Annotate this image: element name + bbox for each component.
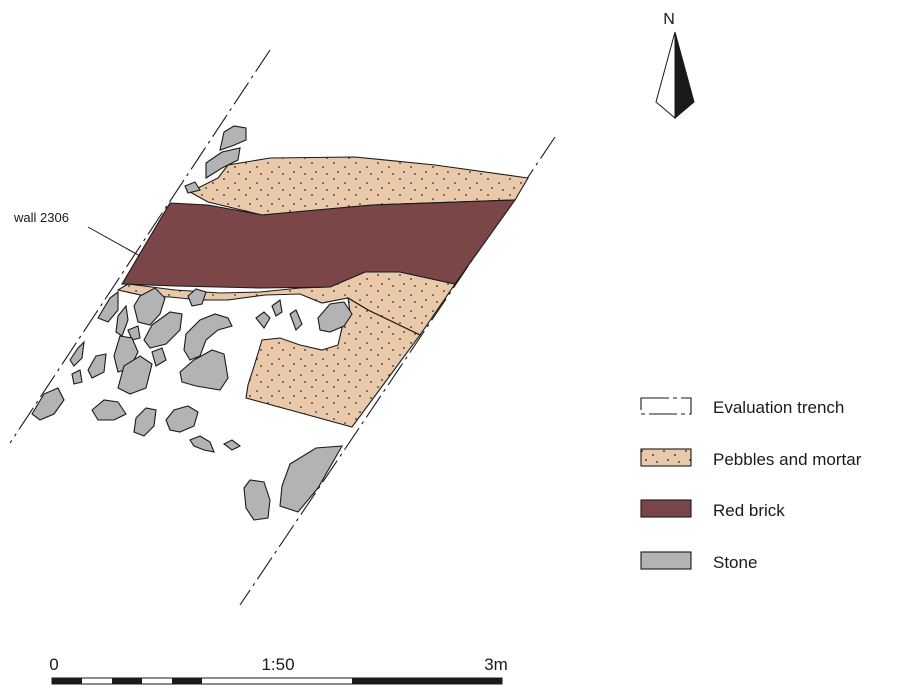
legend-item-evaluation-trench: Evaluation trench bbox=[640, 397, 844, 417]
wall-label-leader bbox=[87, 226, 141, 257]
legend-swatch-brick bbox=[640, 499, 692, 518]
stone bbox=[205, 147, 241, 179]
stone bbox=[97, 290, 119, 323]
stone bbox=[222, 439, 242, 451]
legend-label: Evaluation trench bbox=[713, 398, 844, 417]
wall-label: wall 2306 bbox=[13, 210, 141, 257]
red-brick-wall-2306 bbox=[121, 199, 517, 289]
stone bbox=[151, 347, 167, 367]
stone bbox=[289, 309, 303, 331]
stone bbox=[279, 445, 343, 513]
legend-item-stone: Stone bbox=[640, 551, 757, 572]
evaluation-trench-edges bbox=[9, 49, 556, 606]
stone bbox=[71, 369, 83, 385]
stones bbox=[31, 125, 353, 521]
north-label: N bbox=[663, 11, 675, 28]
stone bbox=[69, 340, 85, 367]
stone bbox=[219, 125, 247, 151]
north-arrow: N bbox=[655, 11, 695, 120]
scale-ratio-label: 1:50 bbox=[261, 655, 294, 674]
legend-swatch-trench bbox=[640, 397, 692, 415]
scale-end-label: 3m bbox=[484, 655, 508, 674]
stone bbox=[165, 405, 199, 433]
legend-label: Red brick bbox=[713, 501, 785, 520]
stone bbox=[143, 311, 183, 349]
stone bbox=[183, 313, 233, 361]
stone bbox=[187, 288, 207, 307]
north-arrow-icon bbox=[655, 31, 676, 120]
stone bbox=[133, 407, 157, 437]
legend-swatch-stone bbox=[640, 551, 692, 570]
stone bbox=[115, 304, 129, 337]
pebbles-mortar-north bbox=[188, 156, 529, 216]
stone bbox=[127, 325, 141, 341]
wall-2306-label: wall 2306 bbox=[13, 210, 69, 225]
stone bbox=[189, 435, 215, 453]
stone bbox=[87, 353, 107, 379]
legend-label: Pebbles and mortar bbox=[713, 450, 862, 469]
stone bbox=[271, 299, 283, 317]
stone bbox=[317, 301, 353, 333]
legend-item-pebbles-and-mortar: Pebbles and mortar bbox=[640, 448, 862, 469]
stone bbox=[243, 479, 271, 521]
stone bbox=[133, 287, 166, 326]
legend: Evaluation trench Pebbles and mortar Red… bbox=[640, 397, 862, 572]
stone bbox=[184, 181, 201, 194]
scale-bar: 0 1:50 3m bbox=[49, 655, 508, 685]
stone bbox=[91, 399, 127, 421]
stone bbox=[117, 355, 153, 395]
legend-item-red-brick: Red brick bbox=[640, 499, 785, 520]
pebbles-mortar-south bbox=[116, 271, 456, 428]
legend-label: Stone bbox=[713, 553, 757, 572]
stone bbox=[255, 311, 271, 329]
stone bbox=[31, 387, 65, 421]
stone bbox=[179, 349, 229, 391]
scale-start-label: 0 bbox=[49, 655, 58, 674]
